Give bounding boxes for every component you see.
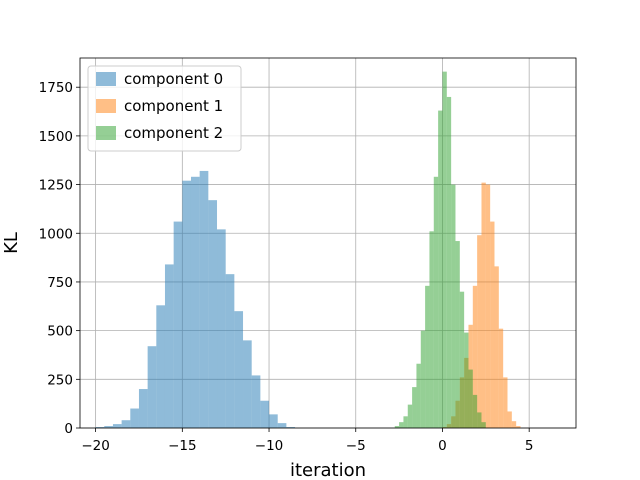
- histogram-bar: [412, 387, 417, 428]
- y-tick-label: 1750: [39, 80, 73, 96]
- histogram-bar: [225, 274, 235, 428]
- histogram-bar: [490, 221, 495, 428]
- plot-frame: [79, 57, 577, 429]
- y-tick-label: 750: [47, 275, 73, 291]
- histogram-bars: [95, 71, 521, 429]
- y-tick-label: 1250: [39, 178, 73, 194]
- histogram-bar: [156, 305, 165, 428]
- histogram-bar: [516, 426, 521, 428]
- histogram-bar: [472, 394, 478, 428]
- histogram-bar: [199, 170, 209, 428]
- legend-label-component-0: component 0: [124, 70, 223, 88]
- histogram-bar: [425, 285, 430, 428]
- histogram-bar: [234, 311, 244, 428]
- histogram-bar: [269, 414, 278, 428]
- histogram-bar: [494, 266, 499, 428]
- legend-swatch-component-0: [96, 72, 116, 86]
- histogram-bar: [407, 404, 413, 428]
- x-tick-label: −10: [255, 438, 284, 454]
- histogram-bar: [442, 71, 447, 428]
- series-component-2: [394, 71, 486, 429]
- x-tick-label: −5: [346, 438, 366, 454]
- histogram-bar: [464, 332, 469, 428]
- y-tick-label: 250: [47, 372, 73, 388]
- histogram-bar: [455, 241, 460, 428]
- legend-box: [87, 65, 242, 152]
- histogram-bar: [446, 96, 452, 429]
- histogram-bar: [182, 180, 191, 428]
- histogram-bar: [164, 264, 174, 428]
- legend-swatch-component-2: [96, 126, 116, 140]
- histogram-bar: [147, 346, 157, 428]
- histogram-bar: [121, 420, 131, 428]
- histogram-bar: [173, 221, 183, 428]
- histogram-bar: [433, 176, 439, 428]
- histogram-bar: [394, 426, 400, 428]
- histogram-bar: [477, 235, 482, 428]
- legend-label-component-2: component 2: [124, 124, 223, 142]
- histogram-bar: [112, 424, 122, 428]
- histogram-bar: [286, 427, 296, 428]
- histogram-bar: [190, 176, 200, 428]
- histogram-bar: [399, 422, 404, 428]
- legend: component 0 component 1 component 2: [87, 65, 242, 152]
- histogram-bar: [451, 184, 456, 428]
- histogram-bar: [429, 231, 434, 428]
- histogram-bar: [485, 184, 491, 428]
- histogram-bar: [468, 369, 473, 428]
- histogram-bar: [477, 412, 482, 428]
- histogram-bar: [507, 411, 512, 428]
- histogram-bar: [459, 291, 465, 428]
- series-component-0: [95, 170, 296, 428]
- x-axis-label: iteration: [290, 460, 366, 480]
- histogram-bar: [243, 340, 252, 428]
- legend-label-component-1: component 1: [124, 97, 223, 115]
- x-tick-label: −20: [81, 438, 110, 454]
- y-axis-label: KL: [1, 232, 22, 254]
- histogram-bar: [277, 423, 287, 428]
- histogram-bar: [104, 426, 113, 428]
- histogram-bar: [403, 416, 408, 428]
- histogram-bar: [416, 363, 421, 428]
- histogram-bar: [208, 200, 218, 428]
- histogram-bar: [481, 422, 486, 428]
- histogram-bar: [511, 421, 517, 428]
- x-tick-label: 5: [525, 438, 534, 454]
- legend-swatch-component-1: [96, 99, 116, 113]
- y-tick-label: 0: [64, 421, 73, 437]
- histogram-bar: [138, 389, 148, 428]
- histogram-bar: [251, 375, 261, 428]
- histogram-bar: [481, 182, 486, 428]
- histogram-bar: [438, 110, 443, 428]
- histogram-bar: [260, 400, 270, 428]
- y-tick-label: 500: [47, 324, 73, 340]
- y-tick-label: 1000: [39, 226, 73, 242]
- x-tick-label: −15: [168, 438, 197, 454]
- histogram-bar: [420, 330, 426, 428]
- x-tick-label: 0: [438, 438, 447, 454]
- y-tick-label: 1500: [39, 129, 73, 145]
- histogram-bar: [503, 377, 508, 428]
- y-axis-ticks: 0 250 500 750 1000 1250 1500 1750: [39, 80, 80, 437]
- x-axis-ticks: −20 −15 −10 −5 0 5: [81, 428, 533, 454]
- histogram-bar: [472, 285, 478, 428]
- histogram-bar: [130, 408, 139, 428]
- histogram-bar: [498, 328, 504, 428]
- histogram-bar: [217, 229, 226, 428]
- histogram-bar: [95, 427, 105, 428]
